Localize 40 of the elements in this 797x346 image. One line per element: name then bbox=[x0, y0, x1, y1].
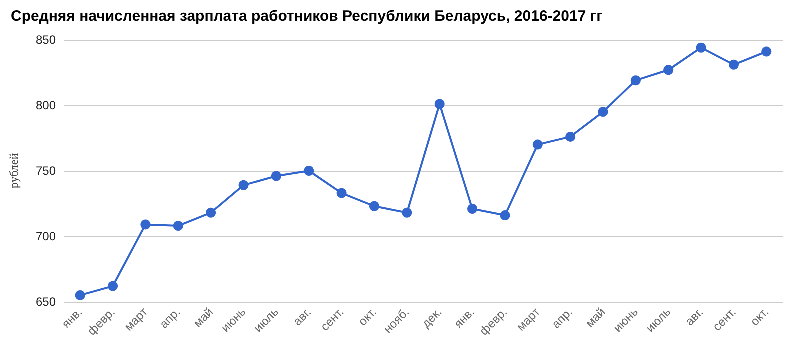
y-axis-title: рублей bbox=[7, 152, 21, 189]
point bbox=[238, 180, 249, 190]
x-tick-label: авг. bbox=[290, 305, 314, 329]
x-tick-label: май bbox=[583, 305, 608, 330]
y-tick-label: 700 bbox=[36, 230, 56, 244]
point bbox=[762, 46, 772, 57]
point bbox=[173, 221, 184, 232]
point bbox=[598, 107, 608, 118]
point bbox=[402, 208, 412, 218]
point bbox=[532, 140, 543, 150]
x-tick-label: апр. bbox=[157, 305, 184, 332]
x-tick-label: авг. bbox=[682, 305, 706, 329]
x-tick-label: янв. bbox=[59, 305, 86, 332]
point bbox=[728, 60, 739, 70]
point bbox=[75, 290, 86, 300]
point bbox=[468, 204, 478, 214]
point bbox=[500, 210, 510, 221]
point bbox=[336, 188, 347, 198]
x-tick-label: дек. bbox=[419, 305, 445, 331]
x-tick-label: янв. bbox=[451, 305, 478, 332]
x-tick-label: окт. bbox=[356, 305, 380, 329]
point bbox=[434, 99, 445, 110]
x-tick-label: окт. bbox=[748, 305, 772, 329]
point bbox=[664, 65, 674, 76]
point bbox=[271, 171, 282, 182]
point bbox=[304, 166, 314, 176]
x-tick-label: апр. bbox=[549, 305, 576, 332]
point bbox=[206, 208, 216, 218]
chart-title: Средняя начисленная зарплата работников Республики Беларусь, 2016-2017 гг bbox=[11, 8, 603, 25]
point bbox=[566, 132, 576, 142]
point bbox=[108, 281, 118, 292]
y-tick-label: 800 bbox=[36, 98, 56, 112]
point bbox=[630, 76, 641, 86]
y-tick-label: 650 bbox=[36, 295, 56, 309]
point bbox=[140, 220, 151, 230]
point bbox=[369, 201, 380, 212]
y-tick-label: 750 bbox=[36, 164, 56, 178]
x-tick-label: май bbox=[190, 305, 216, 330]
point bbox=[696, 42, 706, 53]
y-tick-label: 850 bbox=[36, 33, 56, 47]
